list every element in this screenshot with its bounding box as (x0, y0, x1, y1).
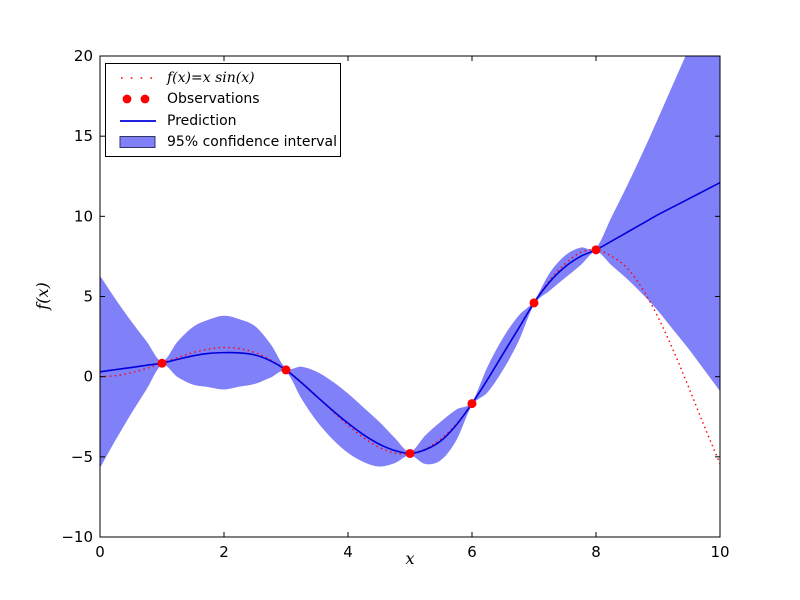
legend-label-prediction: Prediction (167, 112, 237, 129)
observation-point (281, 365, 291, 375)
legend-label-confidence-interval: 95% confidence interval (167, 134, 338, 151)
patch-icon (114, 135, 160, 149)
legend-label-true-function: f(x)=x sin(x) (167, 69, 255, 86)
legend-row-observations: Observations (114, 89, 338, 110)
y-tick-label: −10 (61, 528, 93, 546)
y-tick-label: 20 (74, 47, 93, 65)
legend-label-observations: Observations (167, 91, 260, 108)
dotted-line-icon (114, 72, 160, 84)
observation-point (591, 245, 601, 255)
observation-point (467, 399, 477, 409)
observation-point (529, 298, 539, 308)
x-tick-label: 6 (467, 543, 477, 561)
y-axis-label: f(x) (33, 282, 52, 310)
x-tick-label: 8 (591, 543, 601, 561)
markers-icon (114, 93, 160, 105)
observation-point (405, 448, 415, 458)
x-tick-label: 0 (95, 543, 105, 561)
legend-row-true-function: f(x)=x sin(x) (114, 67, 338, 88)
x-tick-label: 2 (219, 543, 229, 561)
confidence-band (100, 56, 720, 469)
x-tick-label: 4 (343, 543, 353, 561)
legend: f(x)=x sin(x) Observations Prediction 95… (105, 63, 341, 157)
solid-line-icon (114, 115, 160, 127)
x-axis-label: x (405, 549, 415, 568)
x-tick-label: 10 (710, 543, 729, 561)
y-tick-label: 10 (74, 207, 93, 225)
y-tick-label: 5 (83, 288, 93, 306)
observation-point (157, 358, 167, 368)
y-tick-label: −5 (71, 448, 93, 466)
legend-row-confidence-interval: 95% confidence interval (114, 132, 338, 153)
legend-row-prediction: Prediction (114, 110, 338, 131)
y-tick-label: 15 (74, 127, 93, 145)
y-tick-label: 0 (83, 368, 93, 386)
